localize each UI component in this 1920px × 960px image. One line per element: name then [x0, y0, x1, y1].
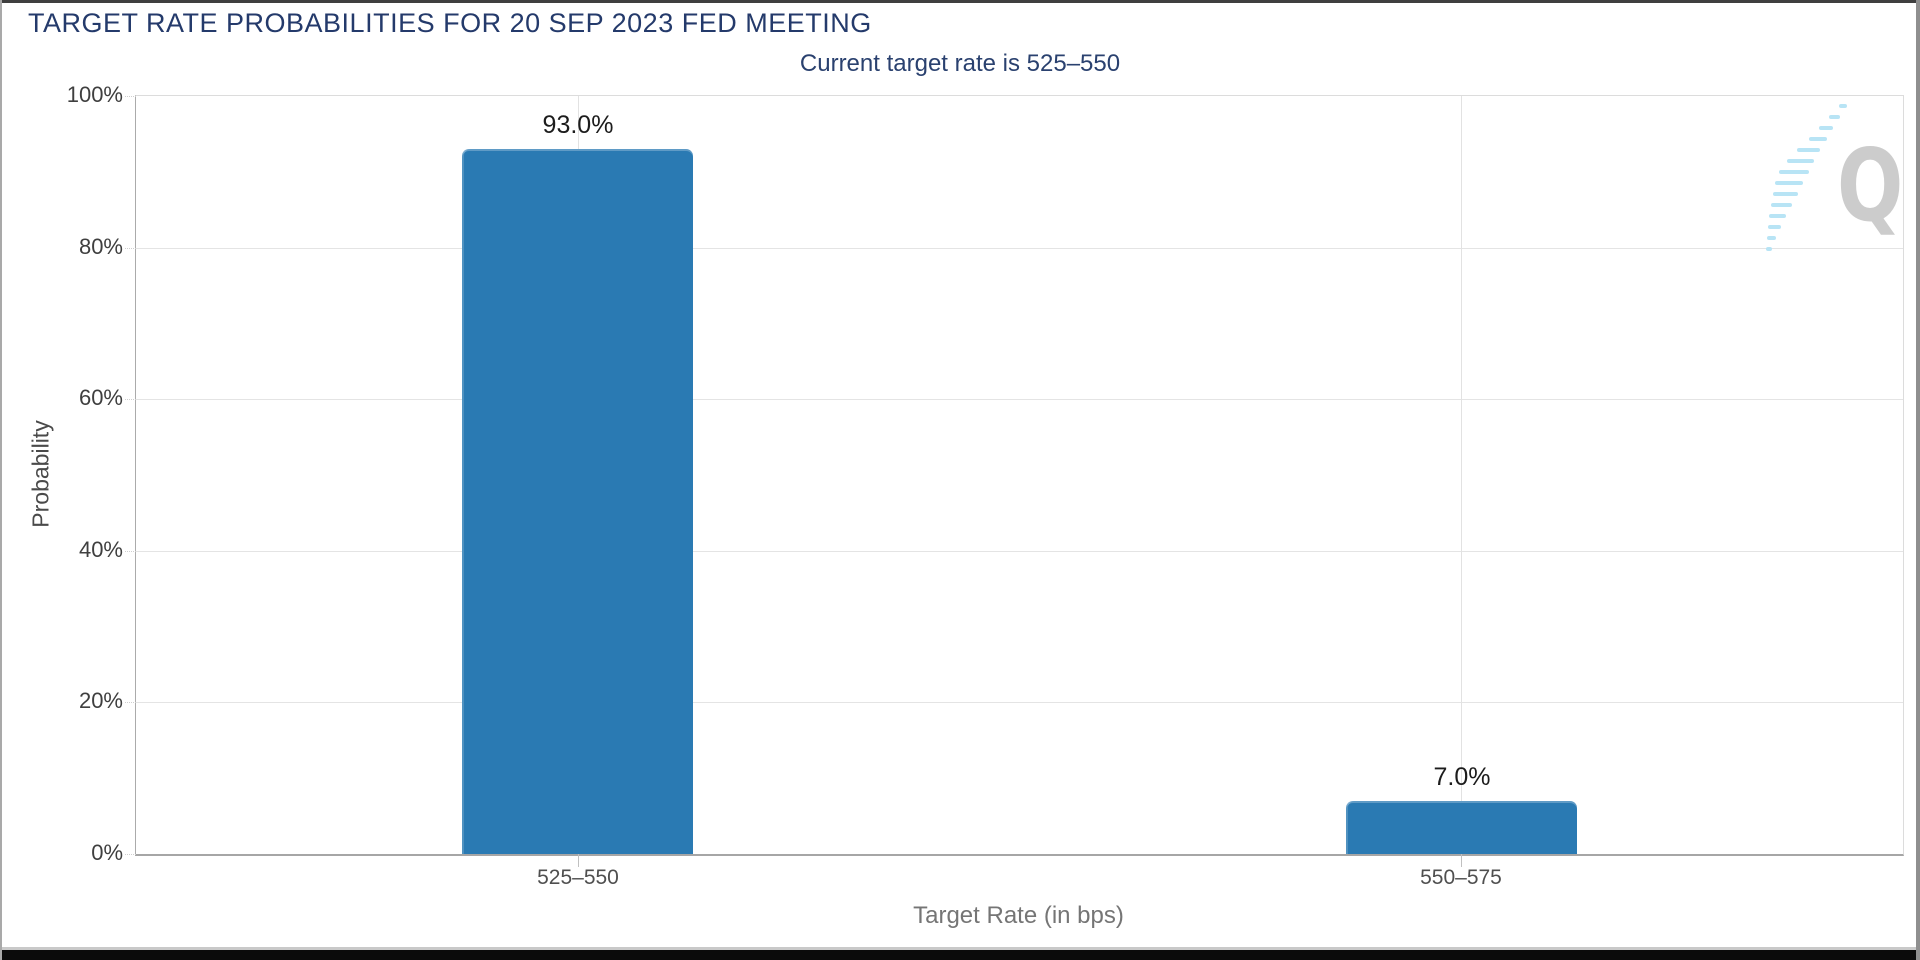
- y-axis-title: Probability: [27, 420, 54, 528]
- frame-border-right: [1916, 0, 1920, 960]
- gridline-category-2: [1461, 96, 1462, 854]
- gridline-40pct: [136, 551, 1903, 552]
- x-axis-category-label: 550–575: [1420, 866, 1502, 889]
- q-logo-watermark-icon: Q: [1766, 104, 1903, 251]
- svg-text:Q: Q: [1837, 129, 1903, 245]
- y-axis-tick-label: 0%: [91, 840, 123, 865]
- y-tick-mark: [125, 399, 136, 400]
- y-axis-tick-label: 80%: [78, 234, 123, 259]
- x-axis-category-label: 525–550: [537, 866, 619, 889]
- y-tick-mark: [125, 96, 136, 97]
- y-axis-tick-label: 60%: [78, 385, 123, 410]
- y-tick-mark: [125, 854, 136, 855]
- gridline-20pct: [136, 702, 1903, 703]
- chart-subtitle: Current target rate is 525–550: [799, 50, 1121, 77]
- x-tick-mark: [1461, 854, 1462, 867]
- frame-border-top: [0, 0, 1920, 3]
- y-tick-mark: [125, 248, 136, 249]
- bar-550-575[interactable]: [1346, 801, 1577, 854]
- chart-title: TARGET RATE PROBABILITIES FOR 20 SEP 202…: [28, 8, 872, 38]
- bar-value-label: 93.0%: [542, 111, 614, 139]
- x-tick-mark: [578, 854, 579, 867]
- gridline-60pct: [136, 399, 1903, 400]
- gridline-80pct: [136, 248, 1903, 249]
- bar-525-550[interactable]: [462, 149, 693, 854]
- plot-area: 93.0% 7.0%: [125, 95, 1904, 867]
- frame-border-bottom-highlight: [0, 947, 1920, 950]
- y-tick-mark: [125, 702, 136, 703]
- y-tick-mark: [125, 551, 136, 552]
- frame-border-bottom: [0, 950, 1920, 960]
- y-axis-tick-label: 100%: [66, 82, 123, 107]
- y-axis-tick-label: 20%: [78, 688, 123, 713]
- bar-value-label: 7.0%: [1433, 763, 1491, 791]
- x-axis-title: Target Rate (in bps): [913, 902, 1124, 929]
- y-axis-tick-label: 40%: [78, 537, 123, 562]
- frame-border-left: [0, 0, 2, 960]
